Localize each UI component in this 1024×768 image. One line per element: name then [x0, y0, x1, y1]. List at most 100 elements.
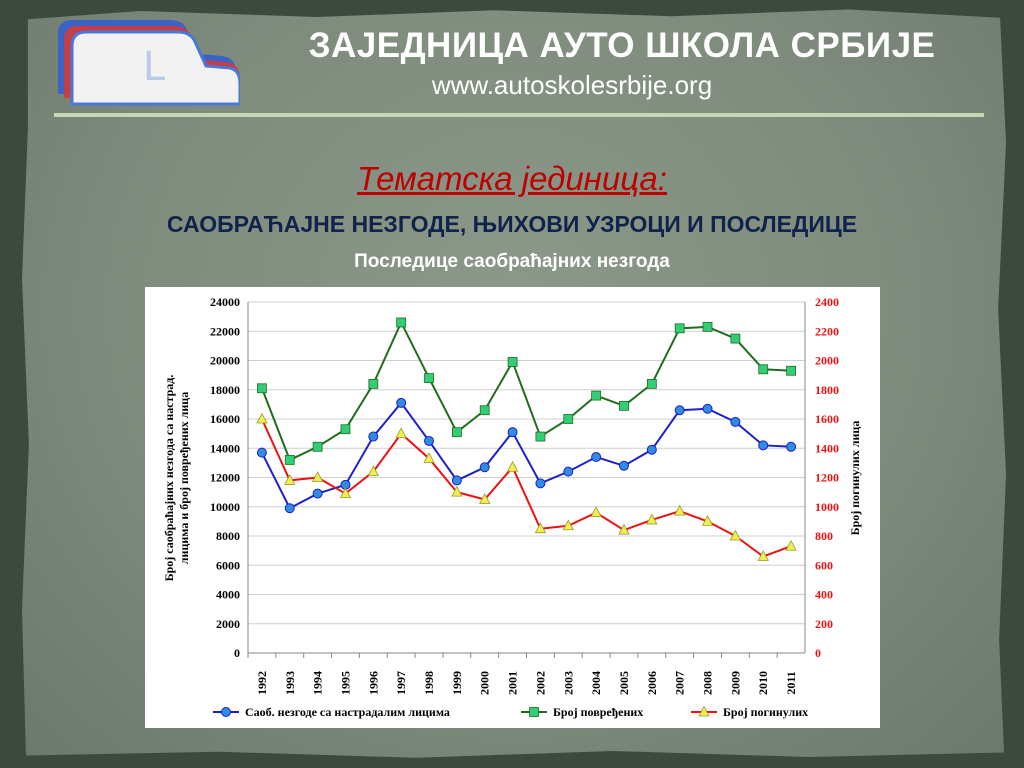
data-point-killed: [284, 474, 296, 485]
data-point-accidents: [730, 416, 741, 427]
x-tick-label: 2000: [478, 671, 492, 695]
y-tick-label: 20000: [210, 354, 240, 368]
x-tick-label: 2006: [645, 671, 659, 695]
data-point-injured: [619, 400, 629, 411]
data-point-injured: [340, 424, 351, 435]
data-point-accidents: [563, 466, 574, 477]
data-point-killed: [534, 522, 547, 534]
legend-marker-accidents: [221, 707, 231, 717]
unit-title: САОБРАЋАЈНЕ НЕЗГОДЕ, ЊИХОВИ УЗРОЦИ И ПОС…: [166, 211, 858, 237]
x-tick-label: 1992: [255, 671, 269, 695]
data-point-injured: [451, 427, 462, 438]
x-tick-label: 2011: [784, 671, 798, 694]
x-tick-label: 1998: [422, 671, 436, 695]
chart-svg: 0200040006000800010000120001400016000180…: [162, 295, 862, 719]
x-tick-label: 1996: [366, 671, 380, 695]
accident-chart: 0 2000 4000 6000 8000 10000 12000 14000 16000 180…: [145, 287, 880, 728]
data-point-killed: [451, 485, 463, 497]
data-point-killed: [590, 506, 602, 518]
y-tick-label: 14000: [210, 441, 240, 455]
data-point-killed: [311, 471, 324, 482]
data-point-injured: [646, 379, 657, 389]
y-axis-title: лицима и број повређених лица: [177, 392, 191, 564]
y-tick-label: 8000: [216, 529, 240, 543]
data-point-injured: [730, 333, 741, 344]
y2-axis-title: Број погинулих лица: [848, 421, 862, 536]
data-point-killed: [618, 523, 630, 535]
x-tick-label: 2002: [533, 671, 547, 695]
x-tick-label: 2004: [589, 671, 603, 695]
y-tick-label: 12000: [210, 471, 240, 485]
organization-url[interactable]: www.autoskolesrbije.org: [431, 70, 713, 100]
data-point-killed: [395, 427, 407, 439]
y2-tick-label: 600: [815, 558, 833, 572]
data-point-killed: [423, 452, 435, 463]
data-point-killed: [701, 515, 714, 526]
legend-marker-injured: [529, 707, 539, 717]
x-tick-label: 1994: [311, 671, 325, 695]
data-point-accidents: [758, 440, 769, 451]
data-point-injured: [312, 441, 323, 452]
data-point-accidents: [702, 403, 713, 414]
legend-marker-killed: [698, 705, 710, 717]
series-line-injured: [260, 320, 792, 462]
y-tick-label: 4000: [216, 588, 240, 602]
data-point-killed: [479, 493, 491, 504]
data-point-injured: [591, 390, 602, 401]
data-point-accidents: [507, 427, 518, 438]
slide-subtitle: Последице саобраћајних незгода: [354, 251, 670, 272]
data-point-killed: [674, 504, 686, 516]
y-tick-label: 16000: [210, 412, 240, 426]
y2-tick-label: 400: [815, 588, 833, 602]
data-point-killed: [785, 539, 797, 551]
data-point-accidents: [424, 435, 435, 446]
data-point-injured: [702, 321, 713, 332]
data-point-injured: [535, 431, 546, 442]
data-point-accidents: [479, 462, 490, 473]
y-axis-title: Број саобраћајних незгода са настрад.: [162, 375, 176, 582]
legend-label-accidents: Саоб. незгоде са настрадалим лицима: [245, 705, 450, 719]
data-point-injured: [424, 373, 434, 383]
data-point-accidents: [312, 488, 323, 499]
legend-label-injured: Број повређених: [553, 705, 643, 719]
data-point-injured: [786, 365, 796, 376]
data-point-accidents: [618, 460, 629, 471]
y2-tick-label: 1400: [815, 441, 839, 455]
data-point-accidents: [786, 441, 797, 452]
data-point-accidents: [368, 431, 379, 442]
y2-tick-label: 800: [815, 529, 833, 543]
data-point-killed: [646, 513, 658, 525]
svg-text:L: L: [143, 44, 166, 90]
data-point-injured: [507, 357, 518, 367]
organization-title: ЗАЈЕДНИЦА АУТО ШКОЛА СРБИЈЕ: [308, 26, 936, 65]
x-tick-label: 1993: [283, 671, 297, 695]
unit-label: Тематска јединица:: [357, 160, 667, 197]
data-point-accidents: [535, 478, 546, 489]
data-point-accidents: [674, 405, 685, 416]
y2-tick-label: 2200: [815, 324, 839, 338]
x-tick-label: 1999: [450, 671, 464, 695]
y2-tick-label: 1800: [815, 383, 839, 397]
data-point-accidents: [284, 503, 295, 514]
y-tick-label: 22000: [210, 324, 240, 338]
x-tick-label: 2008: [701, 671, 715, 695]
y2-tick-label: 1000: [815, 500, 839, 514]
legend-label-killed: Број погинулих: [723, 705, 808, 719]
header-divider: [54, 113, 984, 117]
data-point-killed: [562, 519, 574, 531]
y-tick-label: 18000: [210, 383, 240, 397]
y-tick-label: 0: [234, 646, 240, 660]
data-point-killed: [506, 460, 519, 472]
y-tick-label: 10000: [210, 500, 240, 514]
data-point-injured: [674, 323, 685, 334]
y2-tick-label: 1200: [815, 471, 839, 485]
car-l-logo-icon: L: [58, 20, 240, 106]
data-point-injured: [396, 317, 407, 328]
data-point-injured: [257, 383, 267, 394]
y-tick-label: 6000: [216, 558, 240, 572]
data-point-killed: [339, 487, 352, 498]
y2-tick-label: 0: [815, 646, 821, 660]
data-point-accidents: [396, 397, 407, 408]
data-point-killed: [367, 465, 379, 477]
data-point-accidents: [591, 452, 602, 463]
